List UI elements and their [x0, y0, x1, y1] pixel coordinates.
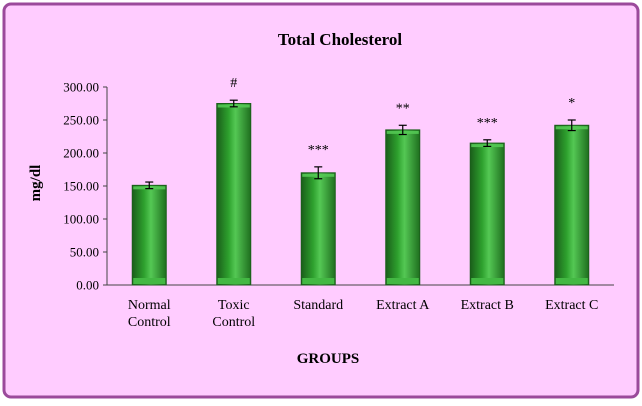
y-tick-label: 100.00: [63, 212, 99, 227]
y-tick-label: 0.00: [76, 278, 99, 293]
bar-base-band: [386, 278, 419, 284]
bar: [216, 103, 252, 286]
x-tick-label-line: Standard: [293, 298, 343, 313]
x-tick-label-line: Toxic: [218, 298, 250, 313]
x-tick-label: Extract C: [545, 298, 598, 313]
x-tick-label-line: Extract B: [461, 298, 514, 313]
chart-title: Total Cholesterol: [278, 30, 402, 49]
bar-base-band: [133, 278, 166, 284]
x-tick-label-line: Control: [212, 315, 255, 330]
x-axis-label: GROUPS: [297, 351, 360, 367]
bars-group: #*********: [131, 76, 590, 286]
x-tick-label: Toxic Control: [212, 298, 255, 330]
x-tick-label-line: Control: [128, 315, 171, 330]
y-tick-label: 250.00: [63, 113, 99, 128]
x-tick-label: Normal Control: [128, 298, 171, 330]
bar: [554, 124, 590, 286]
significance-marker: ***: [477, 116, 498, 131]
significance-marker: **: [396, 101, 410, 116]
bar: [131, 184, 167, 286]
bar-base-band: [302, 278, 335, 284]
x-tick-label: Standard: [293, 298, 343, 313]
x-axis-tick-labels: Normal Control Toxic Control Standard Extract…: [128, 298, 599, 330]
bar: [385, 129, 421, 286]
significance-marker: ***: [308, 143, 329, 158]
significance-marker: #: [230, 76, 237, 91]
bar-base-band: [471, 278, 504, 284]
bar: [300, 172, 336, 286]
y-axis-ticks: 0.00 50.00 100.00 150.00 200.00 250.00 300.00: [63, 80, 107, 293]
x-tick-label: Extract B: [461, 298, 514, 313]
y-tick-label: 150.00: [63, 179, 99, 194]
x-tick-label-line: Normal: [128, 298, 171, 313]
x-tick-label-line: Extract A: [376, 298, 430, 313]
x-tick-label-line: Extract C: [545, 298, 598, 313]
bar: [469, 142, 505, 286]
y-tick-label: 50.00: [70, 245, 99, 260]
bar-base-band: [555, 278, 588, 284]
y-tick-label: 200.00: [63, 146, 99, 161]
y-tick-label: 300.00: [63, 80, 99, 95]
y-axis-label: mg/dl: [28, 165, 44, 202]
significance-marker: *: [568, 96, 575, 111]
x-tick-label: Extract A: [376, 298, 430, 313]
bar-base-band: [217, 278, 250, 284]
